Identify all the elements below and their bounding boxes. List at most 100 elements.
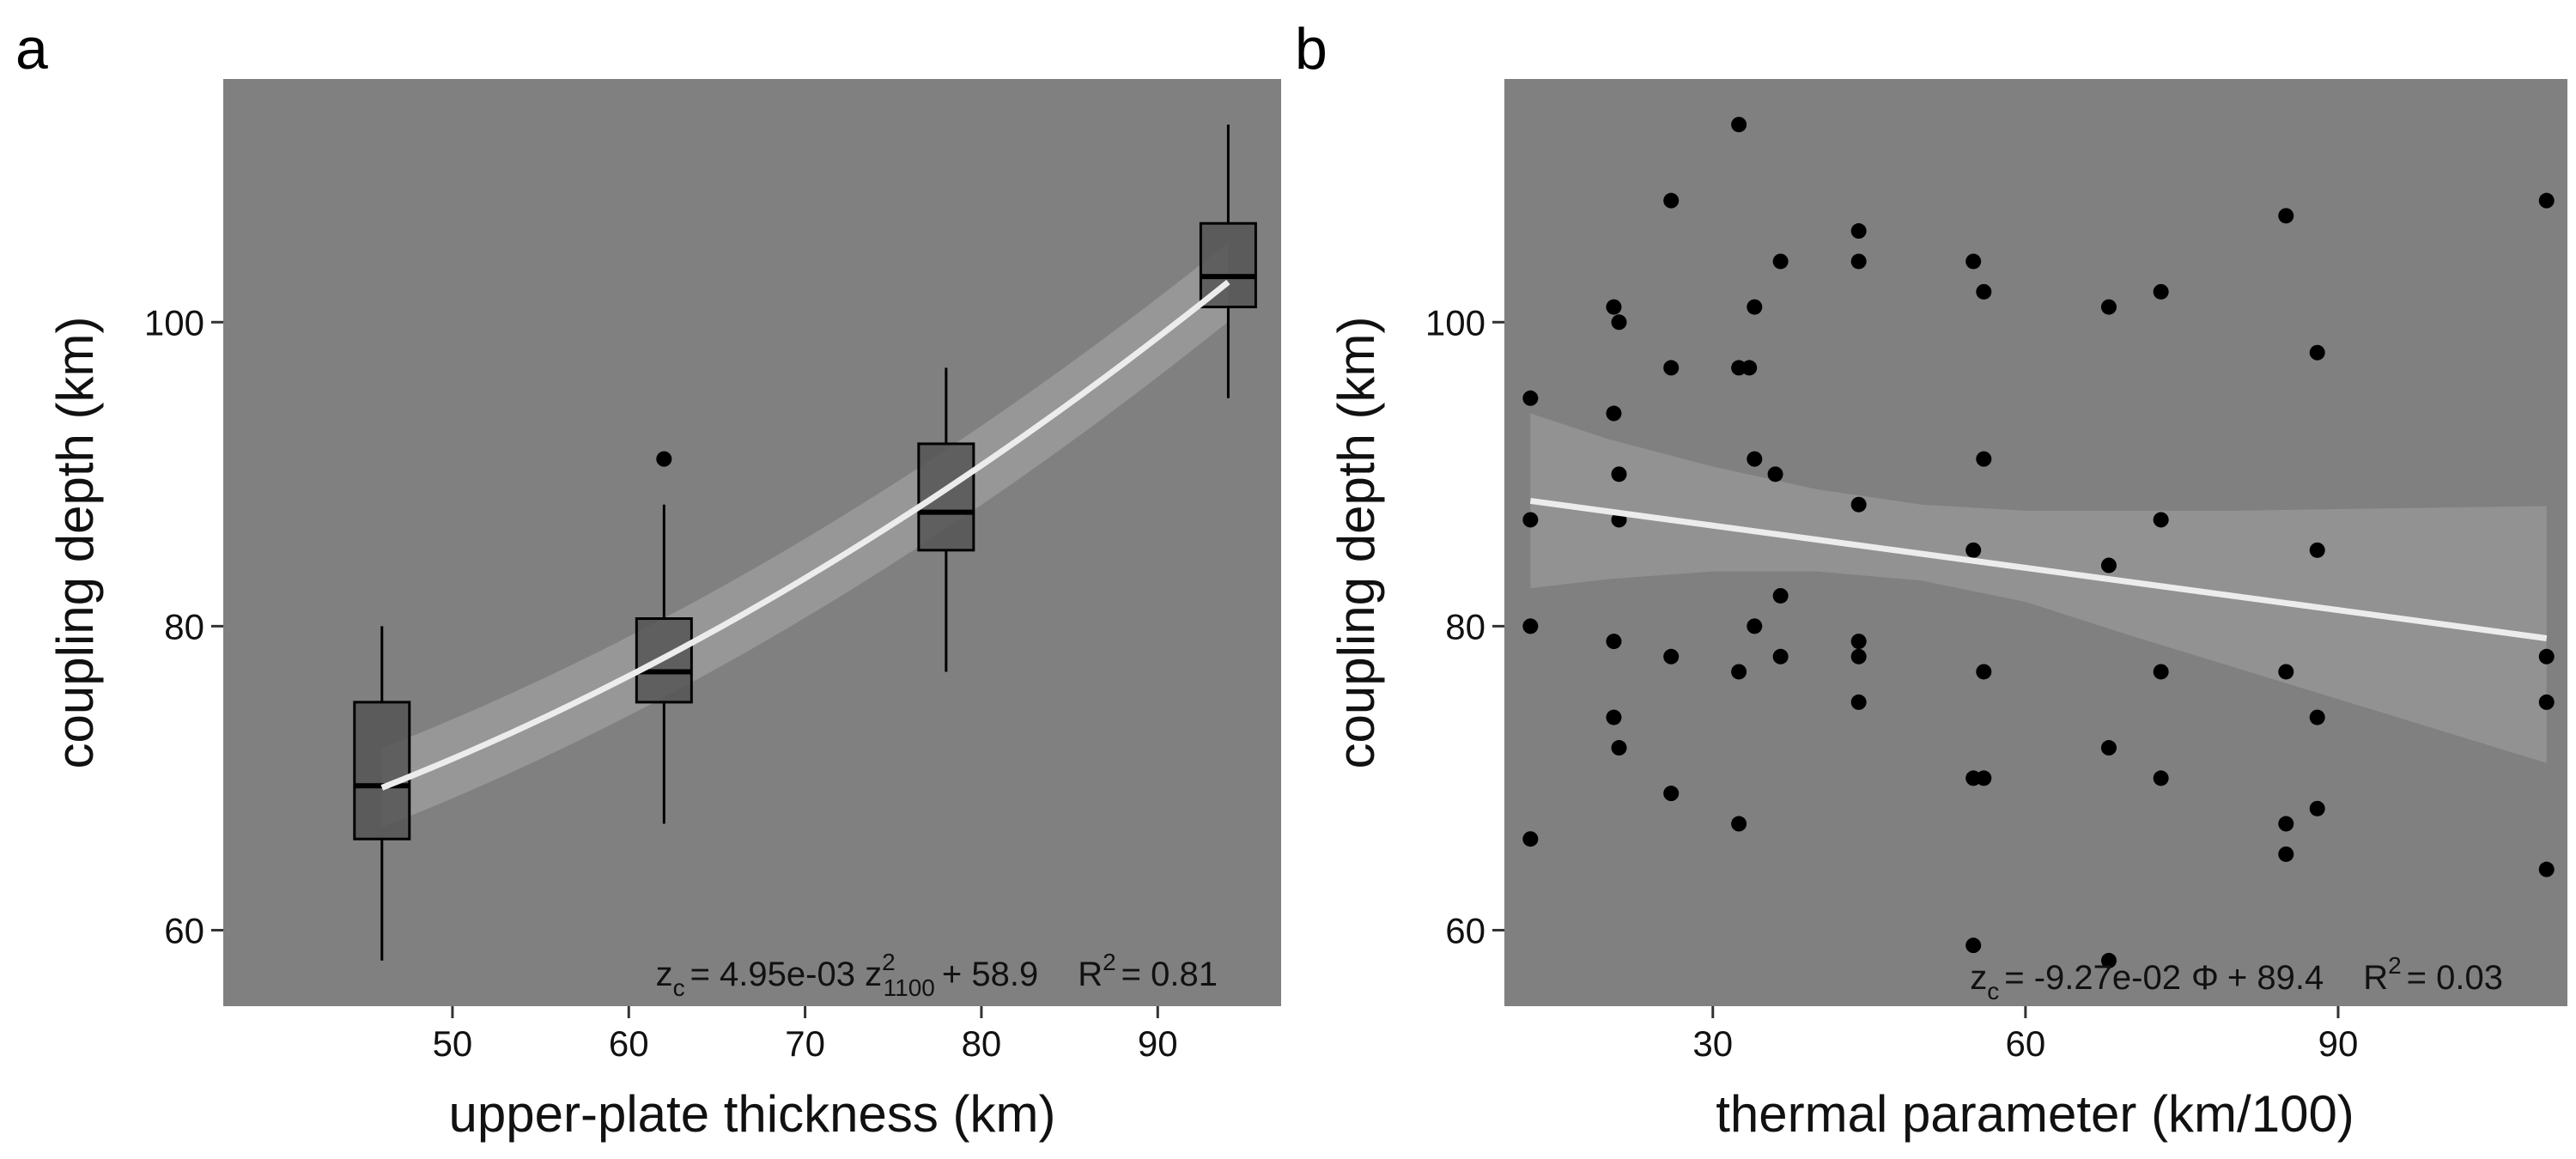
scatter-point	[2309, 542, 2325, 558]
panel-b-fit-equation: zc = -9.27e-02 Φ + 89.4 R2 = 0.03	[1970, 952, 2503, 1004]
x-tick-label: 80	[962, 1023, 1002, 1064]
eq-z-sub: c	[673, 974, 685, 1001]
x-tick-label: 30	[1692, 1023, 1733, 1064]
scatter-point	[2309, 800, 2325, 816]
scatter-point	[1965, 253, 1982, 270]
scatter-point	[1976, 664, 1992, 680]
scatter-point	[2153, 664, 2169, 680]
fit-line	[1529, 497, 2548, 641]
panel-b-x-ticks: 30 60 90	[1692, 1006, 2358, 1064]
box-outlier-point	[656, 451, 672, 467]
scatter-point	[2538, 861, 2555, 877]
eq-z: z	[656, 956, 673, 993]
panel-b-fit-line-layer	[1529, 497, 2548, 641]
eq-r-sup: 2	[1103, 949, 1116, 975]
eq-var-sub: 1100	[884, 974, 935, 1001]
scatter-point	[1850, 634, 1867, 650]
eq-r: R	[1078, 956, 1103, 993]
panel-b-y-ticks: 60 80 100	[1425, 302, 1504, 950]
scatter-point	[1611, 314, 1627, 331]
scatter-point	[2100, 952, 2117, 968]
eq-r-sup: 2	[2388, 952, 2402, 979]
scatter-point	[1522, 618, 1539, 634]
x-tick-label: 90	[2318, 1023, 2359, 1064]
panel-b-plot-background	[1504, 79, 2567, 1006]
scatter-point	[1976, 770, 1992, 786]
scatter-point	[1522, 390, 1539, 406]
y-tick-label: 80	[1445, 606, 1485, 646]
box-iqr	[635, 617, 693, 704]
fit-line	[380, 279, 1230, 791]
eq-r-val: = 0.03	[2407, 959, 2503, 997]
scatter-point	[2538, 648, 2555, 664]
scatter-point	[1611, 466, 1627, 482]
box-iqr	[353, 701, 411, 840]
scatter-point	[1663, 360, 1680, 376]
scatter-point	[1850, 223, 1867, 240]
panel-a: a 50 60 70 80 90 60 80 100 upper-plate thickne…	[15, 16, 1281, 1143]
scatter-point	[2309, 709, 2325, 725]
x-tick-label: 60	[2006, 1023, 2046, 1064]
x-tick-label: 60	[609, 1023, 649, 1064]
scatter-point	[2278, 846, 2294, 862]
scatter-point	[1606, 634, 1622, 650]
scatter-point	[2153, 770, 2169, 786]
eq-var-sup: 2	[882, 949, 896, 975]
scatter-point	[1731, 117, 1747, 133]
scatter-point	[1606, 299, 1622, 315]
scatter-point	[2278, 816, 2294, 832]
panel-a-y-axis-title: coupling depth (km)	[46, 317, 104, 769]
scatter-point	[1747, 618, 1763, 634]
y-tick-label: 100	[144, 302, 204, 343]
scatter-point	[1731, 816, 1747, 832]
panel-a-boxes-layer	[353, 124, 1257, 961]
scatter-point	[1522, 831, 1539, 847]
eq-part1: = -9.27e-02	[2004, 959, 2181, 997]
scatter-point	[2100, 557, 2117, 573]
eq-r: R	[2363, 959, 2388, 997]
fit-confidence-band	[381, 242, 1229, 828]
panel-b-points-layer	[1522, 117, 2555, 968]
x-tick-label: 70	[785, 1023, 825, 1064]
y-tick-label: 100	[1425, 302, 1485, 343]
panel-a-fit-line-layer	[380, 279, 1230, 791]
scatter-point	[1663, 648, 1680, 664]
scatter-point	[1850, 253, 1867, 270]
scatter-point	[1976, 283, 1992, 300]
scatter-point	[2538, 694, 2555, 710]
scatter-point	[1965, 938, 1982, 954]
scatter-point	[1731, 664, 1747, 680]
scatter-point	[1965, 542, 1982, 558]
box-iqr	[917, 442, 975, 552]
eq-z: z	[1970, 959, 1987, 997]
panel-b: b 30 60 90 60 80 100 thermal parameter (km/1…	[1295, 16, 2567, 1143]
scatter-point	[2309, 344, 2325, 361]
scatter-point	[1976, 451, 1992, 467]
scatter-point	[1741, 360, 1758, 376]
scatter-point	[2538, 192, 2555, 209]
scatter-point	[1606, 709, 1622, 725]
scatter-point	[1522, 512, 1539, 528]
y-tick-label: 60	[164, 910, 204, 950]
panel-a-fit-band-layer	[381, 242, 1229, 828]
scatter-point	[1663, 786, 1680, 802]
scatter-point	[1606, 405, 1622, 422]
x-tick-label: 50	[433, 1023, 473, 1064]
scatter-point	[1767, 466, 1783, 482]
panel-b-letter: b	[1295, 16, 1327, 82]
eq-part2: + 58.9	[942, 956, 1038, 993]
scatter-point	[1663, 192, 1680, 209]
panel-a-fit-equation: zc = 4.95e-03 z2 1100 + 58.9 R2 = 0.81	[656, 949, 1218, 1001]
scatter-point	[1747, 451, 1763, 467]
scatter-point	[1747, 299, 1763, 315]
panel-a-y-ticks: 60 80 100	[144, 302, 223, 950]
scatter-point	[2278, 208, 2294, 224]
panel-a-letter: a	[15, 16, 48, 82]
scatter-point	[1772, 648, 1789, 664]
scatter-point	[1850, 694, 1867, 710]
eq-part2: + 89.4	[2227, 959, 2324, 997]
eq-phi: Φ	[2191, 959, 2219, 997]
scatter-point	[1772, 587, 1789, 604]
panel-a-x-axis-title: upper-plate thickness (km)	[449, 1085, 1056, 1143]
